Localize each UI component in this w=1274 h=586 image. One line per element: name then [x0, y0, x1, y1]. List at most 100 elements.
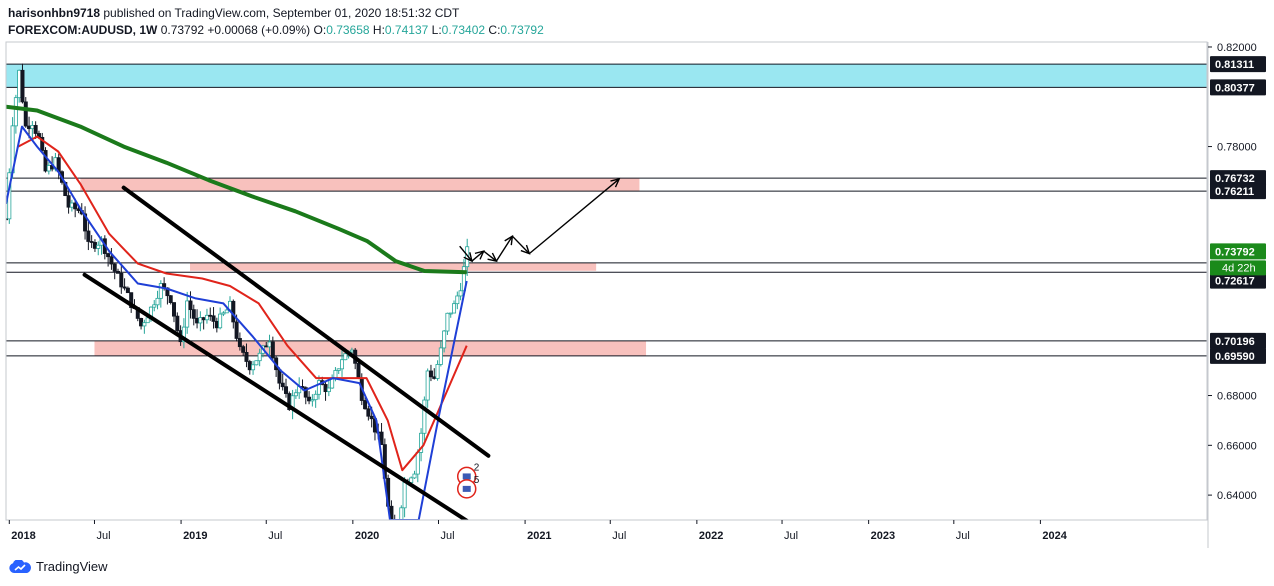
candle-body — [438, 347, 443, 365]
candle-body — [43, 150, 48, 172]
candle-body — [106, 253, 111, 258]
candle-body — [142, 322, 147, 327]
candle-body — [204, 314, 209, 321]
candle-body — [415, 452, 420, 475]
time-tick-label: 2021 — [527, 530, 551, 542]
projection-arrowhead — [504, 234, 514, 246]
candle-body — [152, 304, 157, 308]
candle-body — [452, 303, 457, 314]
price-tick-label: 0.82000 — [1217, 42, 1257, 54]
resistance-zone-mid[interactable] — [190, 262, 597, 271]
candle-body — [168, 295, 173, 303]
candle-body — [356, 362, 361, 379]
last-price: 0.73792 — [160, 23, 205, 37]
time-tick-label: 2024 — [1042, 530, 1067, 542]
tradingview-branding[interactable]: TradingView — [8, 559, 108, 574]
price-label: 0.81311 — [1215, 59, 1254, 71]
author-name[interactable]: harisonhbn9718 — [8, 6, 101, 20]
price-axis[interactable]: 0.82000 0.78000 0.68000 0.66000 0.64000 0.813… — [1207, 42, 1266, 548]
candle-body — [422, 399, 427, 434]
support-zone[interactable] — [94, 340, 647, 356]
candle-body — [191, 309, 196, 319]
event-marker-count: 2 — [474, 462, 480, 473]
price-label: 0.80377 — [1215, 82, 1255, 94]
candle-body — [211, 315, 216, 322]
flag-icon-body — [462, 473, 471, 480]
projection-arrow-segment[interactable] — [459, 245, 473, 262]
price-tick-label: 0.64000 — [1217, 490, 1257, 502]
resistance-zone-top[interactable] — [6, 64, 1207, 88]
candle-body — [455, 295, 460, 305]
candle-body — [323, 384, 328, 393]
candle-body — [419, 432, 424, 453]
candle-body — [188, 300, 193, 311]
tradingview-wordmark: TradingView — [36, 559, 108, 574]
candle-body — [27, 125, 32, 130]
resistance-zone-upper[interactable] — [80, 178, 640, 192]
candle-body — [349, 349, 354, 353]
candle-body — [198, 317, 203, 324]
candle-body — [369, 415, 374, 420]
price-label-box[interactable] — [1210, 79, 1266, 96]
price-label-box[interactable] — [1210, 183, 1266, 200]
projection-arrow-segment[interactable] — [471, 250, 485, 262]
time-tick-label: Jul — [268, 530, 282, 542]
candle-body — [86, 230, 91, 242]
symbol-legend: FOREXCOM:AUDUSD, 1W 0.73792 +0.00068 (+0… — [8, 23, 544, 37]
channel-upper[interactable] — [121, 185, 491, 458]
event-marker-count: 5 — [474, 475, 480, 486]
publish-text: published on TradingView.com, September … — [103, 6, 460, 20]
candle-body — [96, 244, 101, 249]
red-ma[interactable] — [17, 135, 468, 472]
candle-body — [40, 136, 45, 151]
price-label-box[interactable] — [1210, 170, 1266, 187]
projection-arrow-segment[interactable] — [495, 235, 513, 262]
time-tick-label: 2022 — [699, 530, 723, 542]
candle-body — [66, 195, 71, 208]
price-label-box[interactable] — [1210, 347, 1266, 364]
candle-body — [402, 481, 407, 509]
long-ma[interactable] — [6, 104, 467, 275]
candle-body — [313, 393, 318, 401]
projection-arrow-segment[interactable] — [511, 235, 530, 255]
candle-body — [23, 101, 28, 127]
price-label: 0.69590 — [1215, 351, 1255, 363]
low-label: L: — [431, 23, 442, 37]
candle-body — [201, 317, 206, 321]
price-label-box[interactable] — [1210, 56, 1266, 73]
candle-body — [442, 330, 447, 349]
price-label-box[interactable] — [1210, 332, 1266, 349]
candle-body — [340, 359, 345, 370]
candle-body — [412, 473, 417, 479]
candle-body — [280, 382, 285, 388]
candle-body — [208, 314, 213, 317]
candle-body — [116, 270, 121, 274]
candle-body — [330, 378, 335, 389]
price-label-box[interactable] — [1210, 243, 1266, 260]
earnings-marker-us[interactable]: 5 — [456, 475, 480, 499]
time-tick-label: 2020 — [355, 530, 379, 542]
candle-body — [343, 353, 348, 361]
projection-arrowhead — [474, 250, 485, 260]
candle-body — [277, 369, 282, 384]
channel-lower[interactable] — [82, 272, 470, 521]
time-tick-label: Jul — [956, 530, 970, 542]
projection-arrow-segment[interactable] — [528, 178, 620, 255]
candle-body — [69, 202, 74, 208]
candle-body — [73, 202, 78, 210]
bar-countdown-box — [1210, 260, 1266, 276]
candle-body — [284, 386, 289, 394]
candle-body — [89, 241, 94, 243]
open-value: 0.73658 — [326, 23, 370, 37]
time-axis[interactable]: 2018 Jul 2019 Jul 2020 Jul 2021 Jul 2022 Jul 2023 J… — [8, 520, 1068, 542]
candle-body — [393, 522, 396, 543]
candle-body — [231, 300, 236, 323]
projection-arrow-segment[interactable] — [483, 250, 497, 262]
price-label-box[interactable] — [1210, 272, 1266, 289]
symbol-name: FOREXCOM:AUDUSD — [8, 23, 133, 37]
plot-area[interactable] — [4, 63, 1208, 547]
candle-body — [112, 263, 117, 272]
blue-ma[interactable] — [6, 125, 468, 520]
candle-body — [257, 352, 262, 362]
